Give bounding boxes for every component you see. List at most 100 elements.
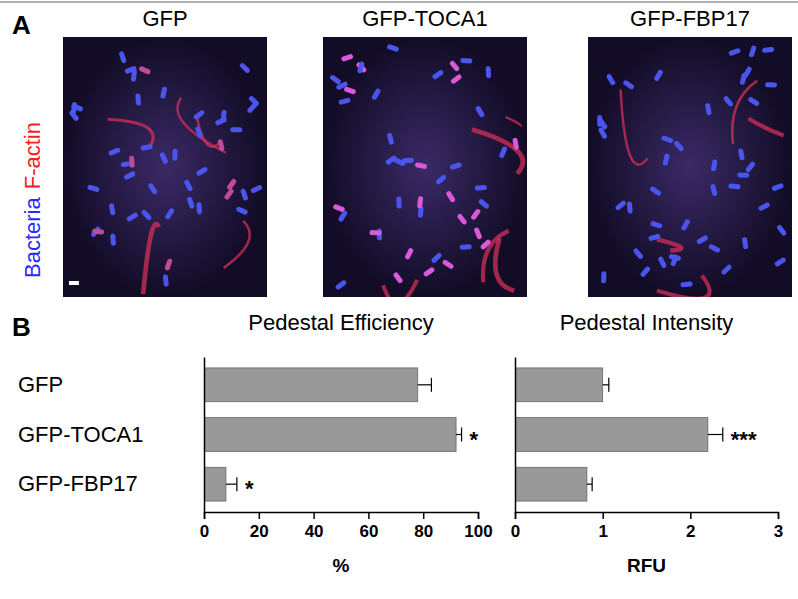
bacterium [343, 86, 356, 95]
bacterium [226, 178, 237, 191]
bacterium [470, 208, 481, 221]
tick-mark [204, 512, 206, 519]
chart-title: Pedestal Efficiency [248, 310, 433, 335]
bacterium [460, 58, 472, 64]
image-title: GFP-TOCA1 [362, 6, 488, 31]
error-cap [236, 477, 237, 491]
y-axis: GFPGFP-TOCA1GFP-FBP17 [18, 358, 205, 513]
bacterium [449, 162, 462, 170]
bacterium [246, 102, 258, 114]
bacterium [632, 247, 643, 259]
bacterium [138, 66, 151, 75]
bacterium [240, 188, 248, 201]
tick-label: 80 [414, 522, 433, 541]
bacterium [124, 65, 137, 74]
bacterium [737, 173, 749, 178]
error-stem [418, 384, 432, 385]
bacterium [163, 274, 169, 286]
tick-mark [368, 512, 370, 519]
micrograph: GFP-FBP17 [588, 6, 792, 299]
bacterium [357, 61, 365, 74]
bacterium [119, 51, 127, 64]
actin-edge [224, 221, 250, 268]
bacterium [164, 207, 175, 220]
bacterium [661, 135, 674, 144]
bacterium [423, 266, 436, 277]
bacterium [473, 227, 482, 240]
bacterium [386, 44, 399, 53]
plot-area [515, 368, 723, 501]
bacterium [673, 140, 685, 152]
bacterium [738, 148, 745, 161]
bacterium [696, 235, 709, 245]
y-axis [515, 358, 516, 513]
error-cap [608, 378, 609, 392]
image-title: GFP-FBP17 [630, 6, 750, 31]
stain-legend: BacteriaF-actin [20, 122, 45, 278]
tick-label: 2 [686, 522, 695, 541]
bacterium [640, 266, 652, 278]
category-label: GFP-FBP17 [18, 471, 138, 496]
bacterium [597, 115, 602, 127]
tick: 20 [250, 512, 269, 541]
bacterium [765, 82, 777, 87]
error-bar [418, 378, 432, 392]
top-rule [0, 1, 798, 3]
significance: *** [731, 427, 757, 452]
chart: **020406080100GFPGFP-TOCA1GFP-FBP17Pedes… [18, 310, 493, 576]
axis-line [515, 358, 517, 513]
error-cap [461, 428, 462, 442]
bacterium [480, 239, 492, 251]
error-cap [431, 378, 432, 392]
actin-edge [483, 231, 509, 283]
tick: 80 [414, 512, 433, 541]
bacterium [108, 147, 121, 156]
bacterium [648, 233, 661, 241]
bacterium [758, 202, 771, 212]
bacterium [662, 153, 670, 166]
error-bar [456, 428, 461, 442]
chart: ***0123Pedestal IntensityRFU [511, 310, 783, 576]
bar [515, 418, 708, 452]
bacterium [435, 174, 447, 186]
bacterium [417, 196, 423, 208]
bacterium [657, 256, 667, 269]
bacterium [653, 69, 664, 82]
bar [515, 467, 587, 501]
tick: 1 [598, 512, 607, 541]
bacterium [371, 88, 381, 101]
bacterium [442, 259, 455, 270]
micrograph: GFP [63, 6, 267, 297]
bacterium [141, 209, 153, 221]
axis-title: RFU [627, 555, 666, 576]
bacterium [329, 74, 342, 85]
axis-line [516, 513, 779, 520]
bacterium [164, 258, 173, 271]
actin-edge [657, 239, 682, 250]
error-bar [226, 477, 237, 491]
bacterium [172, 149, 177, 161]
actin-edge [657, 275, 710, 297]
bacterium [87, 184, 100, 192]
chart-title: Pedestal Intensity [560, 310, 734, 335]
bacterium [194, 126, 203, 139]
significance: * [470, 427, 479, 452]
bacterium [742, 237, 749, 250]
tick-mark [515, 512, 517, 519]
bacterium [449, 60, 461, 72]
bacterium [239, 62, 251, 74]
background [0, 0, 798, 599]
bacterium [432, 69, 445, 80]
figure: AGFPGFP-TOCA1GFP-FBP17BacteriaF-actinB**… [0, 0, 798, 599]
bacterium [475, 185, 487, 191]
bacterium [195, 166, 208, 177]
category-label: GFP-TOCA1 [18, 422, 144, 447]
actin-edge [177, 98, 225, 153]
significance: * [245, 476, 254, 501]
tick-mark [778, 512, 780, 519]
tick: GFP-FBP17 [18, 471, 138, 496]
bacterium [614, 200, 626, 211]
panel-label: B [12, 312, 31, 342]
image-title: GFP [142, 6, 187, 31]
bacterium [774, 257, 787, 268]
